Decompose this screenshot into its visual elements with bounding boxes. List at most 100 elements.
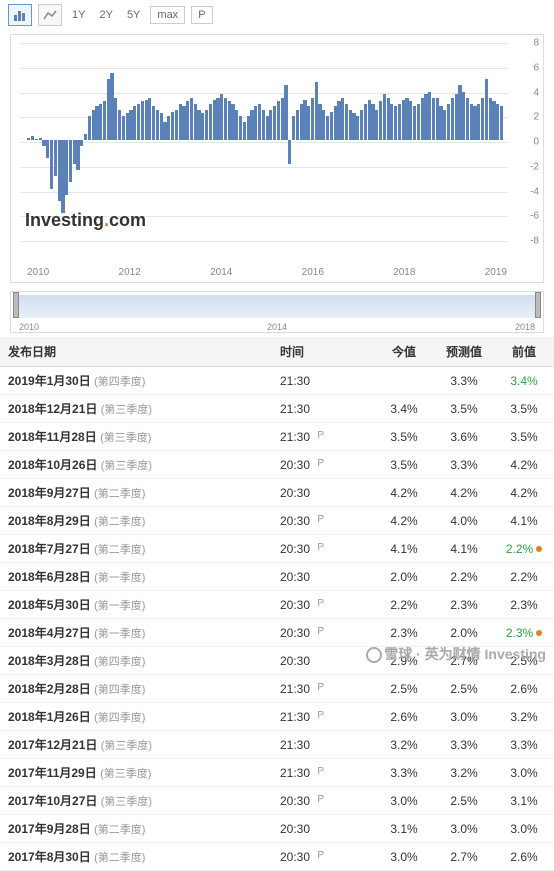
range-2y[interactable]: 2Y: [95, 7, 116, 23]
table-row[interactable]: 2018年1月26日 (第四季度)21:30 P2.6%3.0%3.2%: [0, 703, 554, 731]
bar: [500, 106, 503, 140]
table-row[interactable]: 2018年11月28日 (第三季度)21:30 P3.5%3.6%3.5%: [0, 423, 554, 451]
bar: [262, 110, 265, 140]
bar: [485, 79, 488, 140]
table-row[interactable]: 2017年10月27日 (第三季度)20:30 P3.0%2.5%3.1%: [0, 787, 554, 815]
bar: [95, 106, 98, 140]
bar: [103, 101, 106, 140]
bar: [345, 104, 348, 140]
bar: [258, 104, 261, 140]
bar: [235, 110, 238, 140]
table-header: 发布日期时间今值预测值前值: [0, 337, 554, 367]
bar: [46, 140, 49, 158]
bar: [243, 122, 246, 140]
range-1y[interactable]: 1Y: [68, 7, 89, 23]
bar: [337, 101, 340, 140]
main-chart: -8-6-4-202468 Investing.com 201020122014…: [10, 34, 544, 283]
bar: [356, 116, 359, 140]
bar: [387, 98, 390, 140]
table-row[interactable]: 2019年1月30日 (第四季度)21:303.3%3.4%: [0, 367, 554, 395]
chart-toolbar: 1Y 2Y 5Y max P: [0, 0, 554, 30]
navigator-chart[interactable]: 201020142018: [10, 291, 544, 333]
bar: [300, 104, 303, 140]
table-row[interactable]: 2018年9月27日 (第二季度)20:304.2%4.2%4.2%: [0, 479, 554, 507]
table-row[interactable]: 2018年4月27日 (第一季度)20:30 P2.3%2.0%2.3%: [0, 619, 554, 647]
bar: [171, 112, 174, 140]
bar: [88, 116, 91, 140]
bar: [58, 140, 61, 201]
bar: [186, 101, 189, 140]
bar: [190, 98, 193, 140]
footer-watermark: 雪球 · 英为财情 Investing: [366, 644, 546, 664]
table-row[interactable]: 2017年9月28日 (第二季度)20:303.1%3.0%3.0%: [0, 815, 554, 843]
bar: [405, 98, 408, 140]
bar: [318, 104, 321, 140]
bar: [284, 85, 287, 140]
line-chart-icon[interactable]: [38, 4, 62, 26]
bar: [99, 104, 102, 140]
nav-handle-right[interactable]: [535, 292, 541, 318]
bar: [209, 104, 212, 140]
bar: [375, 110, 378, 140]
bar: [137, 104, 140, 140]
bar: [390, 104, 393, 140]
range-5y[interactable]: 5Y: [123, 7, 144, 23]
col-header: 今值: [374, 337, 434, 367]
col-header: 前值: [494, 337, 554, 367]
bar: [205, 110, 208, 140]
bar-chart-icon[interactable]: [8, 4, 32, 26]
bar: [413, 106, 416, 140]
table-row[interactable]: 2018年6月28日 (第一季度)20:302.0%2.2%2.2%: [0, 563, 554, 591]
bar: [269, 110, 272, 140]
table-row[interactable]: 2017年8月30日 (第二季度)20:30 P3.0%2.7%2.6%: [0, 843, 554, 871]
bar: [439, 106, 442, 140]
table-row[interactable]: 2017年12月21日 (第三季度)21:303.2%3.3%3.3%: [0, 731, 554, 759]
bar: [307, 106, 310, 140]
bar: [141, 101, 144, 140]
bar: [61, 140, 64, 213]
bar: [126, 113, 129, 140]
bar: [368, 100, 371, 140]
bar: [69, 140, 72, 182]
bar: [473, 106, 476, 140]
bar: [436, 98, 439, 140]
bar: [432, 98, 435, 140]
bar: [118, 110, 121, 140]
bar: [466, 98, 469, 140]
table-row[interactable]: 2017年11月29日 (第三季度)21:30 P3.3%3.2%3.0%: [0, 759, 554, 787]
table-row[interactable]: 2018年8月29日 (第二季度)20:30 P4.2%4.0%4.1%: [0, 507, 554, 535]
bar: [458, 85, 461, 140]
bar: [250, 110, 253, 140]
bar: [114, 98, 117, 140]
bar: [334, 106, 337, 140]
table-row[interactable]: 2018年5月30日 (第一季度)20:30 P2.2%2.3%2.3%: [0, 591, 554, 619]
table-row[interactable]: 2018年7月27日 (第二季度)20:30 P4.1%4.1%2.2%: [0, 535, 554, 563]
bar: [352, 113, 355, 140]
bar: [182, 106, 185, 140]
col-header: 时间: [272, 337, 374, 367]
bar: [239, 116, 242, 140]
bar: [194, 104, 197, 140]
bar: [54, 140, 57, 176]
bar: [288, 140, 291, 164]
bar: [424, 94, 427, 140]
bar: [326, 116, 329, 140]
bar: [220, 94, 223, 140]
bar: [224, 98, 227, 140]
bar: [167, 116, 170, 140]
bar: [349, 110, 352, 140]
toggle-p[interactable]: P: [191, 6, 212, 24]
bar: [84, 134, 87, 140]
bar: [455, 94, 458, 140]
bar: [231, 104, 234, 140]
table-row[interactable]: 2018年12月21日 (第三季度)21:303.4%3.5%3.5%: [0, 395, 554, 423]
table-row[interactable]: 2018年2月28日 (第四季度)21:30 P2.5%2.5%2.6%: [0, 675, 554, 703]
x-axis: 201020122014201620182019: [11, 265, 543, 282]
bar: [110, 73, 113, 140]
table-row[interactable]: 2018年10月26日 (第三季度)20:30 P3.5%3.3%4.2%: [0, 451, 554, 479]
bar: [65, 140, 68, 195]
bar: [409, 101, 412, 140]
range-max[interactable]: max: [150, 6, 185, 24]
chart-plot[interactable]: -8-6-4-202468 Investing.com: [11, 35, 543, 265]
nav-handle-left[interactable]: [13, 292, 19, 318]
